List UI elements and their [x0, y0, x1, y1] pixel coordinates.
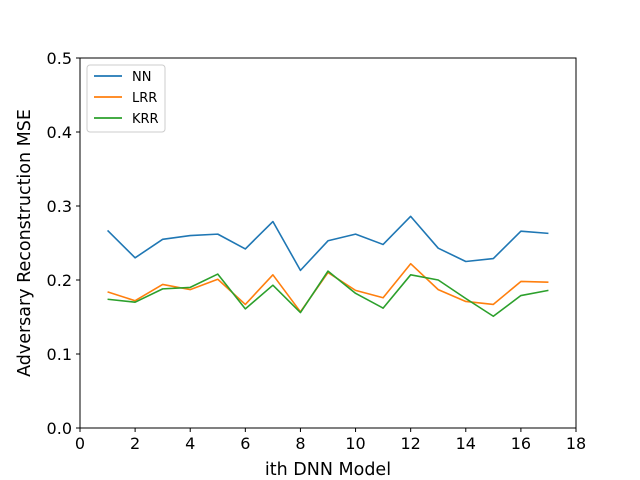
y-tick-label: 0.2 [47, 271, 72, 290]
series-line-krr [107, 270, 549, 318]
series-line-nn [106, 215, 549, 272]
y-tick-label: 0.0 [47, 419, 72, 438]
legend-label-nn: NN [132, 70, 151, 85]
y-axis: 0.0 0.1 0.2 0.3 0.4 0.5 [47, 49, 80, 438]
axes-frame [79, 57, 577, 429]
y-axis-label: Adversary Reconstruction MSE [15, 109, 35, 377]
legend-label-lrr: LRR [132, 91, 157, 106]
x-tick-label: 2 [130, 434, 140, 453]
x-tick-label: 18 [566, 434, 586, 453]
x-tick-label: 4 [185, 434, 195, 453]
x-tick-label: 10 [345, 434, 365, 453]
x-tick-label: 14 [456, 434, 476, 453]
x-tick-label: 16 [511, 434, 531, 453]
x-axis-label: ith DNN Model [265, 460, 391, 480]
y-tick-label: 0.4 [47, 123, 72, 142]
y-tick-label: 0.3 [47, 197, 72, 216]
series-layer [106, 215, 549, 318]
y-tick-label: 0.1 [47, 345, 72, 364]
x-tick-label: 0 [75, 434, 85, 453]
x-axis: 0 2 4 6 8 10 12 14 16 18 [75, 428, 586, 453]
x-tick-label: 8 [295, 434, 305, 453]
legend-label-krr: KRR [132, 112, 159, 127]
legend: NN LRR KRR [86, 64, 166, 133]
x-tick-label: 12 [400, 434, 420, 453]
legend-box [86, 64, 166, 133]
y-tick-label: 0.5 [47, 49, 72, 68]
x-tick-label: 6 [240, 434, 250, 453]
